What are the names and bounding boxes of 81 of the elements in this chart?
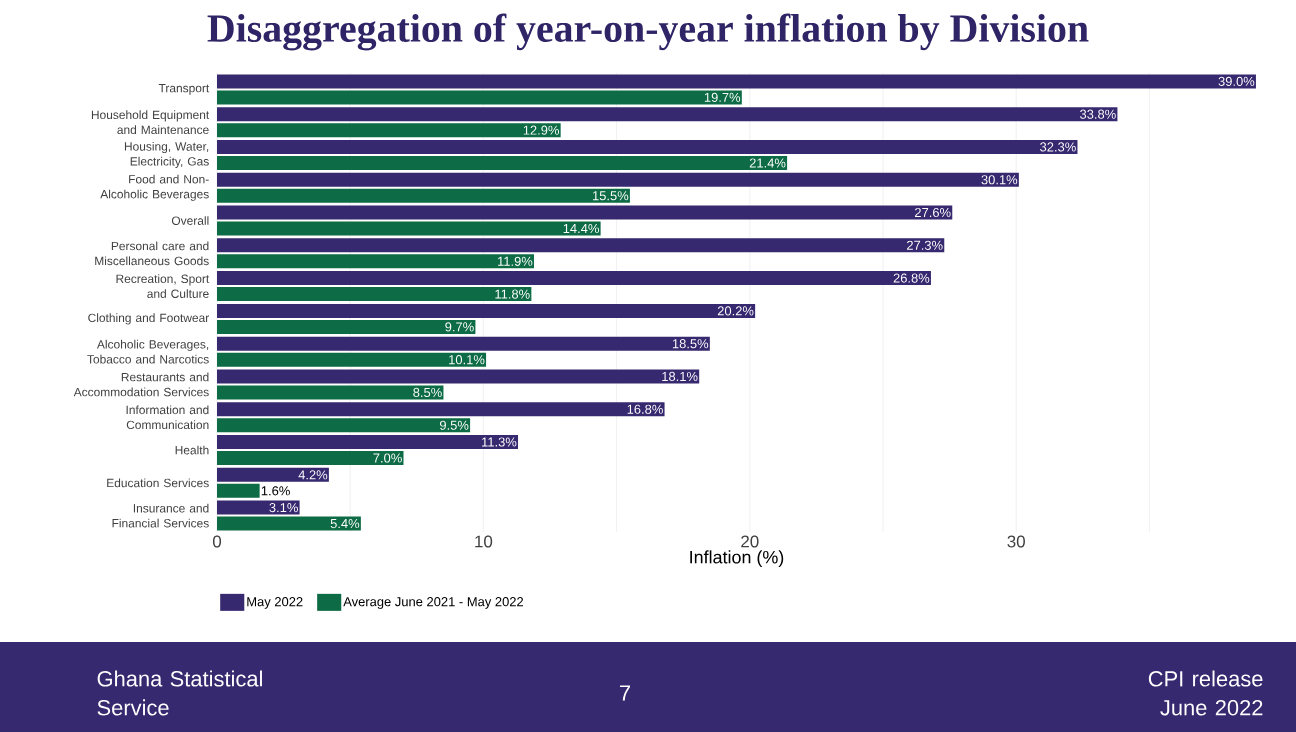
bar [217,155,788,170]
y-tick-label: Information and Communication [126,405,209,430]
bar [217,483,260,498]
data-label: 32.3% [1040,142,1076,152]
data-label: 21.4% [749,158,786,168]
y-tick-label: Education Services [107,478,209,488]
y-tick-label: Housing, Water, Electricity, Gas [124,141,209,168]
chart-title: Disaggregation of year-on-year inflation by Division [207,13,1089,51]
x-tick-label: 30 [1007,535,1025,548]
bar [217,172,1019,187]
bar [217,188,630,203]
data-label: 11.9% [498,256,533,266]
data-label: 15.5% [592,191,629,201]
bar [217,500,300,515]
data-label: 10.1% [449,355,485,365]
data-label: 9.7% [445,322,474,332]
data-label: 14.4% [563,223,599,234]
y-tick-label: Overall [171,216,209,225]
x-axis-title: Inflation (%) [690,550,784,568]
bar [217,451,404,466]
data-label: 16.8% [627,404,663,414]
data-label: 18.1% [662,371,698,382]
text: Ghana Statistical Service [97,670,262,716]
y-tick-label: Insurance and Financial Services [112,503,209,528]
bar [217,303,756,318]
bar [217,402,665,417]
bar [217,467,329,482]
y-tick-label: Restaurants and Accommodation Services [73,372,209,397]
y-tick-label: Personal care and Miscellaneous Goods [95,241,209,266]
bar [217,352,487,367]
data-label: 9.5% [439,420,469,430]
bar [217,369,700,384]
data-label: 11.3% [482,437,517,447]
x-tick-label: 0 [212,535,222,548]
bar [217,238,945,253]
data-label: 33.8% [1080,109,1116,119]
legend-label: May 2022 [247,597,303,609]
bar [217,319,476,334]
y-tick-label: Alcoholic Beverages, Tobacco and Narcotics [87,339,209,364]
bar [217,205,953,220]
bar [217,287,532,302]
x-tick-label: 20 [741,535,759,548]
bar [217,254,535,269]
bar [217,139,1078,154]
x-tick-label: 10 [475,535,493,548]
data-label: 30.1% [981,175,1018,185]
y-tick-label: Transport [158,84,210,95]
data-label: 20.2% [717,306,754,316]
y-tick-label: Health [175,445,209,455]
data-label: 19.7% [704,92,741,102]
y-tick-label: Recreation, Sport and Culture [116,274,210,298]
data-label: 8.5% [413,387,442,398]
data-label: 18.5% [672,339,709,349]
y-tick-label: Household Equipment and Maintenance [91,110,210,135]
bar [217,418,471,433]
data-label: 26.8% [893,273,930,283]
data-label: 11.8% [495,289,530,299]
bar [217,123,561,138]
bar [217,221,601,236]
bar [217,435,519,450]
data-label: 39.0% [1218,76,1255,86]
bar [217,107,1118,122]
text: 7 [620,685,630,701]
data-label: 3.1% [269,503,298,513]
text: CPI release June 2022 [1148,670,1263,716]
bar [217,90,742,105]
data-label: 7.0% [373,453,402,463]
bar [217,74,1256,89]
y-tick-label: Clothing and Footwear [88,313,210,325]
data-label: 27.3% [907,240,943,250]
data-label: 27.6% [915,207,951,218]
bar [217,271,931,286]
bar [217,516,361,531]
bar [217,385,444,400]
data-label: 4.2% [298,470,328,480]
legend-label: Average June 2021 - May 2022 [343,597,524,609]
data-label: 12.9% [523,125,559,135]
y-tick-label: Food and Non-Alcoholic Beverages [100,174,209,201]
bar [217,336,710,351]
data-label: 5.4% [330,519,360,529]
data-label: 1.6% [261,486,290,496]
